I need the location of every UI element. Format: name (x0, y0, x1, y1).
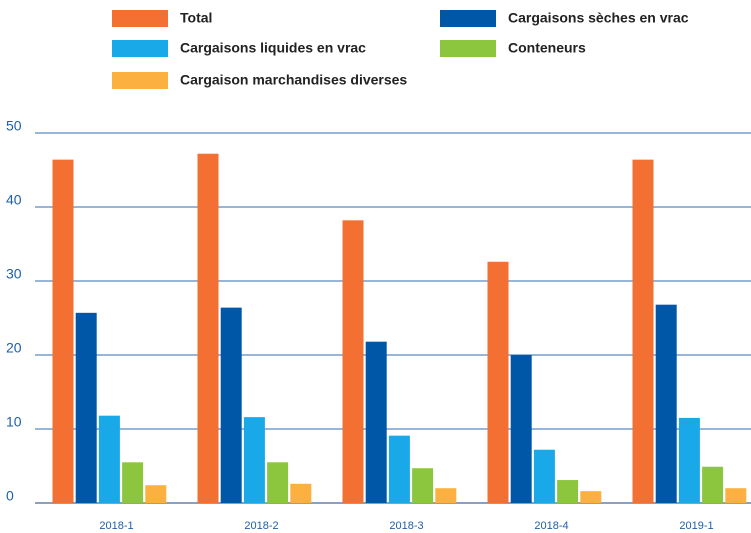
y-tick-label: 50 (6, 118, 22, 134)
bar (290, 483, 312, 503)
bar (220, 307, 242, 503)
legend-swatch (112, 72, 168, 89)
bar (678, 417, 700, 503)
legend-label: Cargaison marchandises diverses (180, 72, 407, 88)
legend-label: Cargaisons sèches en vrac (508, 10, 689, 26)
bar (702, 466, 724, 503)
bar (725, 488, 747, 503)
x-tick-label: 2018-1 (99, 520, 133, 532)
legend-label: Cargaisons liquides en vrac (180, 40, 366, 56)
bar (632, 159, 654, 503)
legend-swatch (440, 40, 496, 57)
bar (412, 468, 434, 503)
bar (197, 153, 219, 503)
bar (75, 312, 97, 503)
legend-label: Total (180, 10, 212, 26)
y-tick-label: 10 (6, 414, 22, 430)
bar (267, 462, 289, 503)
bar (342, 220, 364, 503)
bar (243, 417, 265, 503)
bar (52, 159, 74, 503)
bar (580, 491, 602, 503)
x-tick-label: 2018-2 (244, 520, 278, 532)
bar (435, 488, 457, 503)
legend-swatch (112, 10, 168, 27)
bar (533, 449, 555, 503)
y-tick-label: 40 (6, 192, 22, 208)
bar (122, 462, 144, 503)
bar (487, 261, 509, 503)
bar (98, 415, 120, 503)
bar (557, 480, 579, 503)
y-tick-label: 30 (6, 266, 22, 282)
x-tick-label: 2018-3 (389, 520, 423, 532)
bar (145, 485, 167, 503)
bar (365, 341, 387, 503)
bar (510, 355, 532, 503)
x-tick-label: 2018-4 (534, 520, 568, 532)
legend-swatch (112, 40, 168, 57)
y-tick-label: 0 (6, 488, 14, 504)
bar (388, 435, 410, 503)
bar (655, 304, 677, 503)
y-tick-label: 20 (6, 340, 22, 356)
legend-swatch (440, 10, 496, 27)
x-tick-label: 2019-1 (679, 520, 713, 532)
legend-label: Conteneurs (508, 40, 586, 56)
